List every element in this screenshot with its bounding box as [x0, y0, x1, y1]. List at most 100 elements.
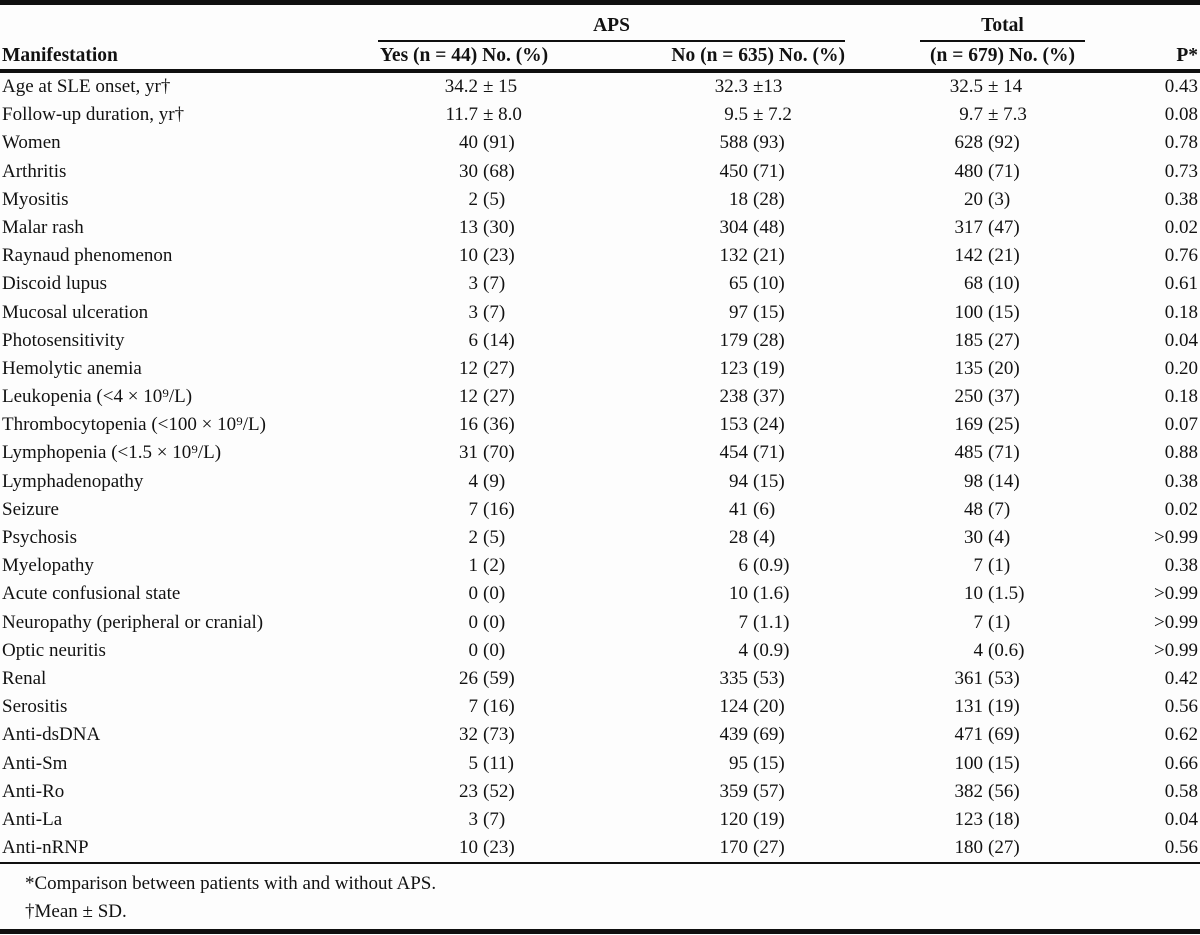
- manifestation-cell: Anti-Sm: [2, 752, 68, 774]
- aps-yes-cell: 0 (0): [468, 611, 506, 633]
- aps-no-cell: 335 (53): [719, 667, 785, 689]
- table-row: Age at SLE onset, yr† 34.2 ± 15 32.3 ±13 3…: [0, 73, 1200, 101]
- total-cell: 382 (56): [954, 780, 1020, 802]
- manifestation-cell: Thrombocytopenia (<100 × 10⁹/L): [2, 414, 266, 436]
- total-cell: 361 (53): [954, 667, 1020, 689]
- manifestation-cell: Anti-nRNP: [2, 837, 89, 859]
- manifestation-cell: Optic neuritis: [2, 639, 106, 661]
- aps-yes-cell: 16 (36): [459, 414, 515, 436]
- aps-yes-cell: 10 (23): [459, 837, 515, 859]
- aps-yes-cell: 10 (23): [459, 245, 515, 267]
- footnote-separator-rule: [0, 862, 1200, 865]
- aps-yes-cell: 32 (73): [459, 724, 515, 746]
- aps-yes-cell: 1 (2): [468, 555, 506, 577]
- total-cell: 169 (25): [954, 414, 1020, 436]
- column-header-aps-yes: Yes (n = 44) No. (%): [380, 44, 549, 66]
- column-header-row: Manifestation Yes (n = 44) No. (%) No (n…: [0, 42, 1200, 69]
- total-cell: 100 (15): [954, 301, 1020, 323]
- table-row: Arthritis 30 (68) 450 (71) 480 (71) 0.73: [0, 158, 1200, 186]
- table-row: Myelopathy 1 (2) 6 (0.9) 7 (1) 0.38: [0, 552, 1200, 580]
- table-row: Mucosal ulceration 3 (7) 97 (15) 100 (15) 0…: [0, 299, 1200, 327]
- p-value-cell: 0.73: [1164, 160, 1198, 182]
- aps-no-cell: 179 (28): [719, 329, 785, 351]
- aps-no-cell: 123 (19): [719, 357, 785, 379]
- manifestation-cell: Anti-La: [2, 808, 63, 830]
- total-cell: 9.7 ± 7.3: [959, 104, 1027, 126]
- p-value-cell: 0.04: [1164, 329, 1198, 351]
- table-row: Neuropathy (peripheral or cranial) 0 (0) …: [0, 609, 1200, 637]
- table-row: Psychosis 2 (5) 28 (4) 30 (4) >0.99: [0, 524, 1200, 552]
- table-row: Thrombocytopenia (<100 × 10⁹/L) 16 (36) 1…: [0, 411, 1200, 439]
- manifestation-cell: Women: [2, 132, 61, 154]
- aps-yes-cell: 31 (70): [459, 442, 515, 464]
- total-cell: 30 (4): [964, 527, 1011, 548]
- total-cell: 123 (18): [954, 808, 1020, 830]
- aps-yes-cell: 40 (91): [459, 132, 515, 154]
- manifestation-cell: Acute confusional state: [2, 583, 181, 605]
- table-row: Acute confusional state 0 (0) 10 (1.6) 10(…: [0, 580, 1200, 608]
- aps-no-cell: 7 (1.1): [738, 611, 790, 633]
- aps-no-cell: 153 (24): [719, 414, 785, 436]
- aps-yes-cell: 6 (14): [468, 329, 515, 351]
- table-row: Discoid lupus 3 (7) 65 (10) 68 (10) 0.61: [0, 270, 1200, 298]
- footnote-comparison: *Comparison between patients with and wi…: [25, 873, 437, 895]
- manifestation-cell: Malar rash: [2, 216, 84, 238]
- total-cell: 485 (71): [954, 442, 1020, 464]
- aps-no-cell: 124 (20): [719, 696, 785, 718]
- total-cell: 98 (14): [964, 470, 1020, 492]
- total-cell: 185 (27): [954, 329, 1020, 351]
- aps-yes-cell: 5 (11): [468, 752, 514, 774]
- p-value-cell: 0.07: [1164, 414, 1198, 436]
- aps-no-cell: 450 (71): [719, 160, 785, 182]
- table-row: Follow-up duration, yr† 11.7 ± 8.0 9.5 ± 7…: [0, 101, 1200, 129]
- table-top-rule: [0, 0, 1200, 5]
- p-value-cell: 0.02: [1164, 498, 1198, 520]
- table-row: Malar rash 13 (30) 304 (48) 317 (47) 0.02: [0, 214, 1200, 242]
- aps-no-cell: 18 (28): [729, 188, 785, 210]
- p-value-cell: 0.02: [1164, 216, 1198, 238]
- total-cell: 7 (1): [973, 555, 1011, 577]
- manifestation-cell: Psychosis: [2, 527, 77, 548]
- manifestation-cell: Discoid lupus: [2, 273, 108, 295]
- table-row: Anti-nRNP 10 (23) 170 (27) 180 (27) 0.56: [0, 834, 1200, 862]
- aps-yes-cell: 3 (7): [468, 301, 506, 323]
- aps-yes-cell: 13 (30): [459, 216, 515, 238]
- table-row: Women 40 (91) 588 (93) 628 (92) 0.78: [0, 129, 1200, 157]
- total-cell: 180 (27): [954, 837, 1020, 859]
- manifestation-cell: Raynaud phenomenon: [2, 245, 173, 267]
- column-header-p-value: P*: [1176, 44, 1198, 66]
- aps-no-cell: 132 (21): [719, 245, 785, 267]
- aps-no-cell: 65 (10): [729, 273, 785, 295]
- table-row: Renal 26 (59) 335 (53) 361 (53) 0.42: [0, 665, 1200, 693]
- aps-yes-cell: 0 (0): [468, 639, 506, 661]
- table-row: Myositis 2 (5) 18 (28) 20 (3) 0.38: [0, 186, 1200, 214]
- column-header-total-n: (n = 679) No. (%): [930, 44, 1075, 66]
- total-cell: 480 (71): [954, 160, 1020, 182]
- p-value-cell: 0.58: [1164, 780, 1198, 802]
- p-value-cell: 0.38: [1164, 188, 1198, 210]
- p-value-cell: >0.99: [1154, 583, 1198, 605]
- aps-no-cell: 304 (48): [719, 216, 785, 238]
- aps-no-cell: 94 (15): [729, 470, 785, 492]
- p-value-cell: 0.18: [1164, 386, 1198, 408]
- aps-no-cell: 588 (93): [719, 132, 785, 154]
- table-row: Photosensitivity 6 (14) 179 (28) 185 (27) 0…: [0, 327, 1200, 355]
- aps-no-cell: 439 (69): [719, 724, 785, 746]
- footnotes: *Comparison between patients with and wi…: [0, 864, 1200, 925]
- aps-no-cell: 170 (27): [719, 837, 785, 859]
- manifestation-cell: Myositis: [2, 188, 69, 210]
- aps-yes-cell: 12 (27): [459, 357, 515, 379]
- column-header-aps-no: No (n = 635) No. (%): [671, 44, 845, 66]
- table-row: Optic neuritis 0 (0) 4 (0.9) 4 (0.6) >0.99: [0, 637, 1200, 665]
- aps-yes-cell: 2 (5): [468, 188, 506, 210]
- total-cell: 628 (92): [954, 132, 1020, 154]
- aps-no-cell: 97 (15): [729, 301, 785, 323]
- column-header-manifestation: Manifestation: [2, 44, 118, 66]
- total-cell: 10 (1.5): [964, 583, 1025, 605]
- manifestation-cell: Follow-up duration, yr†: [2, 104, 185, 126]
- aps-no-cell: 359 (57): [719, 780, 785, 802]
- total-cell: 48 (7): [964, 498, 1011, 520]
- aps-yes-cell: 11.7 ± 8.0: [445, 104, 522, 126]
- manifestation-cell: Mucosal ulceration: [2, 301, 149, 323]
